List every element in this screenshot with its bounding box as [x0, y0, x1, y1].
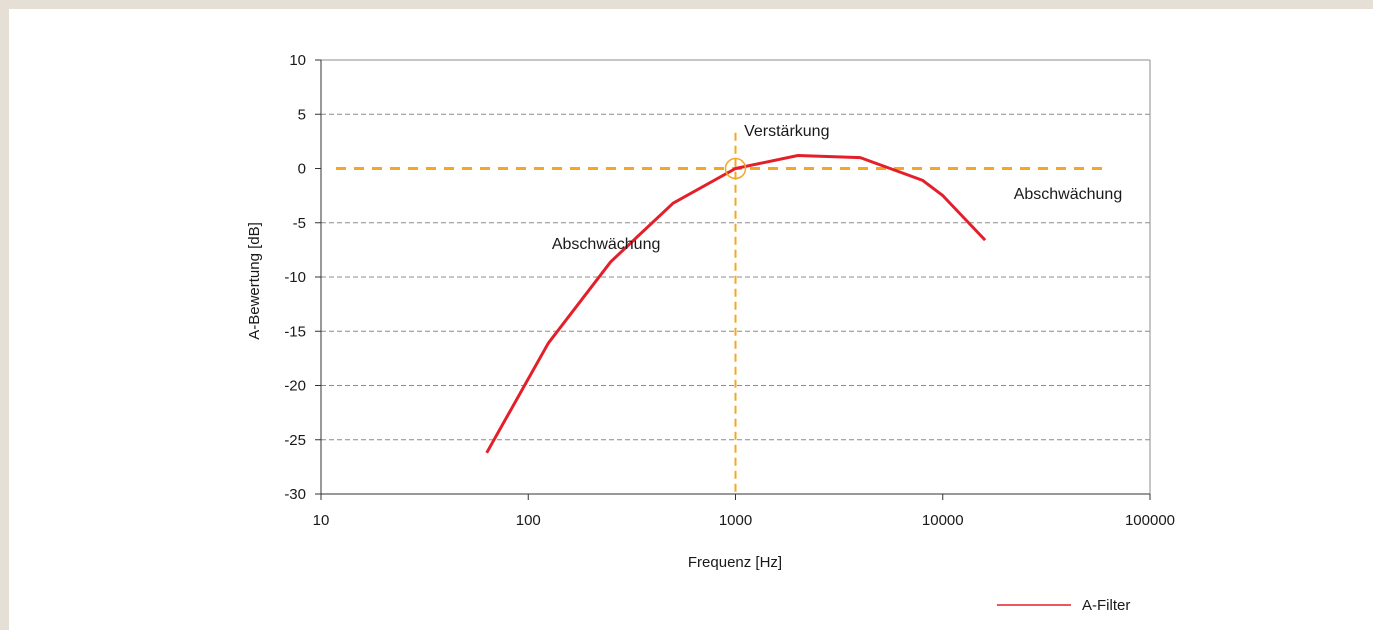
axes: 10 5 0 -5 -10 -15 -20 -25 -30 10 100 1000 10000 10000… — [284, 52, 1175, 529]
series-line-a-filter — [485, 154, 987, 454]
y-tick-label: 5 — [298, 106, 306, 123]
frame-left-border — [0, 0, 9, 630]
reference-lines — [336, 132, 1103, 494]
y-tick-label: 0 — [298, 161, 306, 178]
x-axis-title: Frequenz [Hz] — [688, 554, 782, 571]
annotation-label: Abschwächung — [552, 236, 661, 253]
y-tick-label: -15 — [284, 323, 306, 340]
y-tick-label: -5 — [293, 215, 306, 232]
legend: A-Filter — [997, 597, 1130, 614]
annotation-label: Verstärkung — [744, 123, 829, 140]
series-layer — [485, 154, 987, 454]
y-tick-label: -10 — [284, 269, 306, 286]
reference-marker-circle — [724, 157, 747, 180]
legend-label-a-filter: A-Filter — [1082, 597, 1130, 614]
x-tick-label: 10000 — [922, 512, 964, 529]
y-tick-label: -20 — [284, 378, 306, 395]
annotations: Verstärkung Abschwächung Abschwächung — [552, 123, 1122, 253]
y-tick-label: 10 — [289, 52, 306, 69]
x-tick-label: 1000 — [719, 512, 752, 529]
x-tick-label: 10 — [313, 512, 330, 529]
x-tick-label: 100000 — [1125, 512, 1175, 529]
y-tick-label: -30 — [284, 486, 306, 503]
y-axis-title: A-Bewertung [dB] — [246, 222, 263, 340]
grid-layer — [321, 59, 1151, 494]
annotation-label: Abschwächung — [1014, 186, 1123, 203]
x-tick-label: 100 — [516, 512, 541, 529]
frame-top-border — [0, 0, 1373, 9]
y-tick-label: -25 — [284, 432, 306, 449]
